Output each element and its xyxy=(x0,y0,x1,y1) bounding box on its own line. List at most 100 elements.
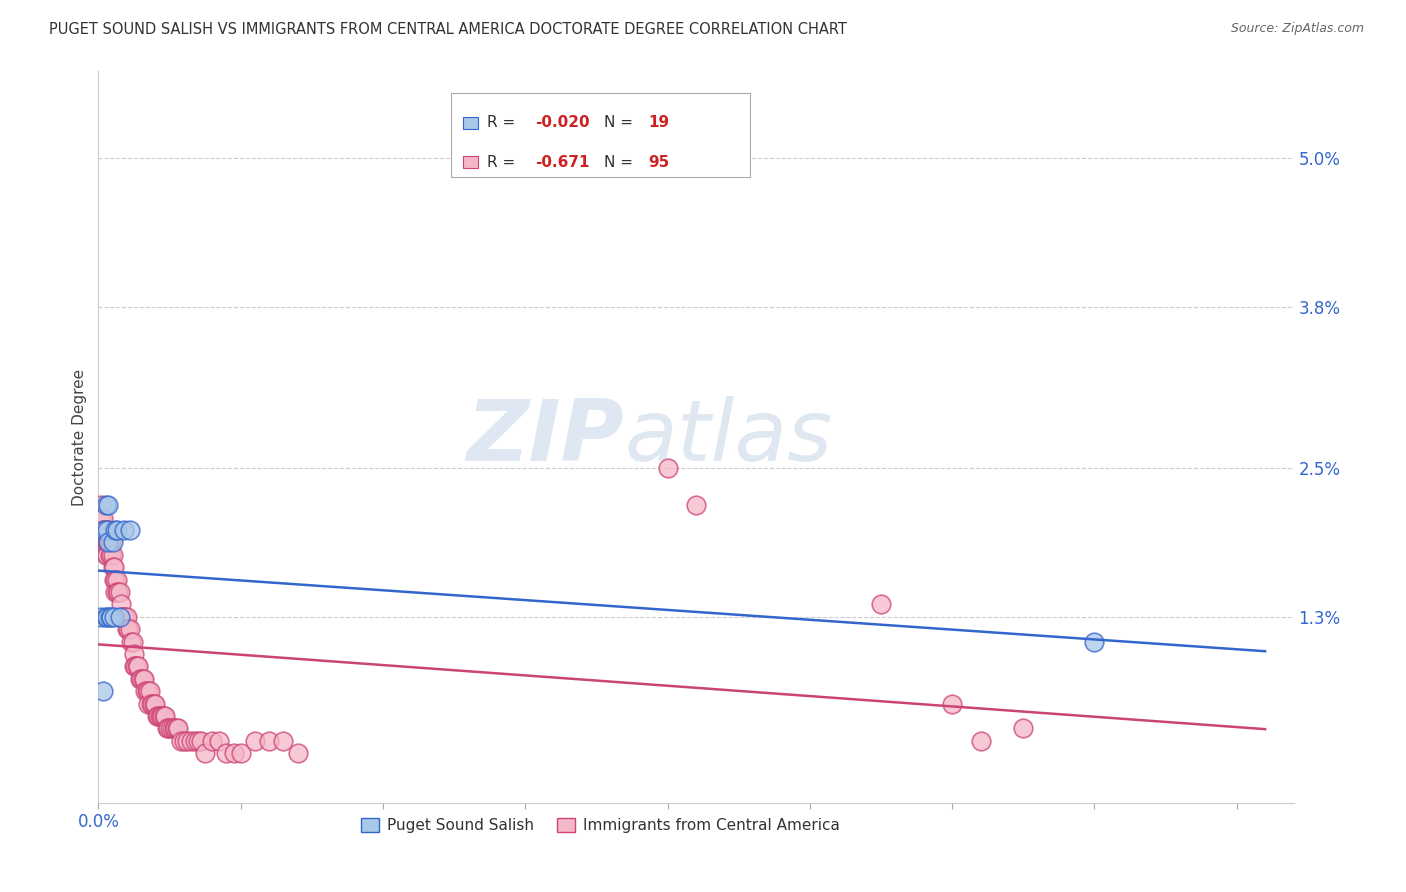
Point xyxy=(103,560,125,574)
Point xyxy=(685,498,707,512)
Point xyxy=(94,610,117,624)
Text: 95: 95 xyxy=(648,155,669,169)
Point xyxy=(135,684,157,698)
Text: N =: N = xyxy=(605,115,638,130)
Point xyxy=(98,535,121,549)
Point xyxy=(97,498,120,512)
Text: PUGET SOUND SALISH VS IMMIGRANTS FROM CENTRAL AMERICA DOCTORATE DEGREE CORRELATI: PUGET SOUND SALISH VS IMMIGRANTS FROM CE… xyxy=(49,22,846,37)
Y-axis label: Doctorate Degree: Doctorate Degree xyxy=(72,368,87,506)
Point xyxy=(101,560,124,574)
Point xyxy=(115,610,138,624)
Point xyxy=(287,746,309,760)
Point xyxy=(90,510,112,524)
FancyBboxPatch shape xyxy=(451,94,749,178)
Point xyxy=(148,709,170,723)
Point xyxy=(104,573,127,587)
Point xyxy=(273,734,295,748)
Point xyxy=(124,659,146,673)
Point xyxy=(222,746,245,760)
Point xyxy=(167,722,190,736)
Point xyxy=(215,746,238,760)
Point xyxy=(229,746,252,760)
Point xyxy=(112,523,135,537)
Text: ZIP: ZIP xyxy=(467,395,624,479)
Point xyxy=(131,672,153,686)
Point xyxy=(156,722,179,736)
Point xyxy=(157,722,180,736)
Point xyxy=(125,659,148,673)
Point xyxy=(96,535,118,549)
Point xyxy=(1012,722,1035,736)
Point xyxy=(176,734,198,748)
Point xyxy=(94,535,117,549)
Point xyxy=(115,622,138,636)
Text: 19: 19 xyxy=(648,115,669,130)
Point xyxy=(143,697,166,711)
Point xyxy=(93,535,115,549)
Point xyxy=(139,697,162,711)
Point xyxy=(105,523,128,537)
Point xyxy=(98,610,121,624)
Text: -0.671: -0.671 xyxy=(534,155,589,169)
Point xyxy=(91,510,114,524)
Point xyxy=(159,722,181,736)
Point xyxy=(142,697,165,711)
Point xyxy=(150,709,173,723)
Point xyxy=(166,722,188,736)
Point xyxy=(173,734,195,748)
Point xyxy=(153,709,176,723)
Point xyxy=(105,573,128,587)
Point xyxy=(941,697,963,711)
Point xyxy=(127,659,149,673)
Point xyxy=(94,498,117,512)
FancyBboxPatch shape xyxy=(463,117,478,128)
Point xyxy=(201,734,224,748)
Point xyxy=(96,610,118,624)
Point xyxy=(170,734,193,748)
Point xyxy=(96,523,118,537)
Text: N =: N = xyxy=(605,155,638,169)
Point xyxy=(90,498,112,512)
Point xyxy=(657,461,679,475)
Point xyxy=(122,647,145,661)
Point xyxy=(96,548,118,562)
Point xyxy=(152,709,174,723)
Point xyxy=(96,523,118,537)
Point xyxy=(149,709,172,723)
Point xyxy=(110,598,132,612)
Point xyxy=(103,610,125,624)
Point xyxy=(134,684,156,698)
Legend: Puget Sound Salish, Immigrants from Central America: Puget Sound Salish, Immigrants from Cent… xyxy=(354,812,846,839)
Text: R =: R = xyxy=(486,155,520,169)
Point xyxy=(129,672,152,686)
Point xyxy=(103,573,125,587)
Point xyxy=(110,610,132,624)
Point xyxy=(97,535,120,549)
Point xyxy=(184,734,207,748)
Point xyxy=(100,610,122,624)
Point xyxy=(98,548,121,562)
Point xyxy=(111,610,134,624)
Point xyxy=(108,610,131,624)
Point xyxy=(91,523,114,537)
Point xyxy=(136,684,159,698)
Point xyxy=(180,734,202,748)
Point xyxy=(97,535,120,549)
Point xyxy=(101,548,124,562)
Point xyxy=(118,622,141,636)
Point xyxy=(114,610,136,624)
Point xyxy=(190,734,212,748)
Point xyxy=(118,523,141,537)
Text: atlas: atlas xyxy=(624,395,832,479)
Point xyxy=(93,523,115,537)
Point xyxy=(108,585,131,599)
Point xyxy=(1083,634,1105,648)
Point xyxy=(162,722,184,736)
Point xyxy=(97,523,120,537)
Point xyxy=(194,746,217,760)
Point xyxy=(208,734,231,748)
Point xyxy=(120,634,142,648)
Point xyxy=(122,659,145,673)
Point xyxy=(132,672,155,686)
Point xyxy=(155,709,177,723)
